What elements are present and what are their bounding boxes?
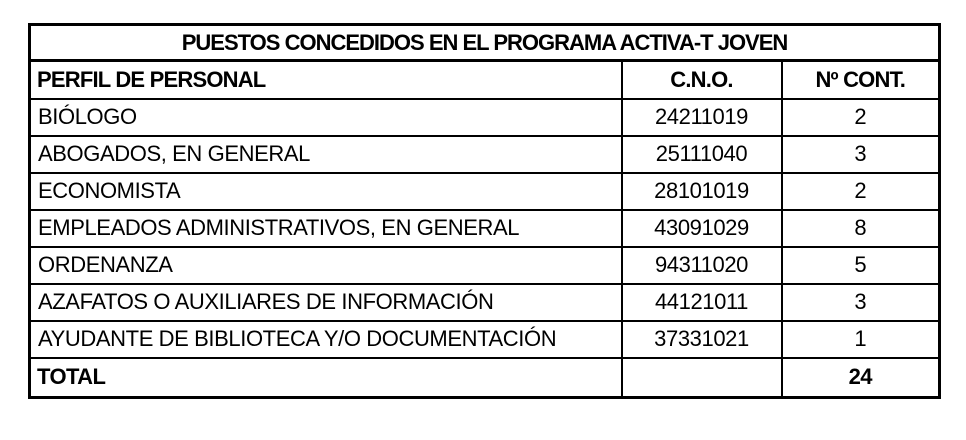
- cont-cell: 5: [780, 245, 941, 285]
- table-row: ABOGADOS, EN GENERAL 25111040 3: [28, 134, 941, 174]
- cont-cell: 2: [780, 171, 941, 211]
- table-header-row: PERFIL DE PERSONAL C.N.O. Nº CONT.: [28, 59, 941, 100]
- table-title-row: PUESTOS CONCEDIDOS EN EL PROGRAMA ACTIVA…: [28, 23, 941, 62]
- total-cno-empty-cell: [620, 356, 783, 399]
- perfil-cell: ABOGADOS, EN GENERAL: [28, 134, 623, 174]
- cno-cell: 44121011: [620, 282, 783, 322]
- perfil-cell: ECONOMISTA: [28, 171, 623, 211]
- table-row: EMPLEADOS ADMINISTRATIVOS, EN GENERAL 43…: [28, 208, 941, 248]
- total-label: TOTAL: [28, 356, 623, 399]
- cont-cell: 2: [780, 97, 941, 137]
- cno-cell: 24211019: [620, 97, 783, 137]
- table-row: AZAFATOS O AUXILIARES DE INFORMACIÓN 441…: [28, 282, 941, 322]
- table-row: BIÓLOGO 24211019 2: [28, 97, 941, 137]
- cno-cell: 43091029: [620, 208, 783, 248]
- puestos-concedidos-table: PUESTOS CONCEDIDOS EN EL PROGRAMA ACTIVA…: [28, 23, 942, 399]
- column-header-cno: C.N.O.: [620, 59, 783, 100]
- table-total-row: TOTAL 24: [28, 356, 941, 399]
- cno-cell: 25111040: [620, 134, 783, 174]
- perfil-cell: EMPLEADOS ADMINISTRATIVOS, EN GENERAL: [28, 208, 623, 248]
- cont-cell: 3: [780, 134, 941, 174]
- column-header-perfil: PERFIL DE PERSONAL: [28, 59, 623, 100]
- perfil-cell: AZAFATOS O AUXILIARES DE INFORMACIÓN: [28, 282, 623, 322]
- table-row: ORDENANZA 94311020 5: [28, 245, 941, 285]
- column-header-cont: Nº CONT.: [780, 59, 941, 100]
- cont-cell: 3: [780, 282, 941, 322]
- table-title: PUESTOS CONCEDIDOS EN EL PROGRAMA ACTIVA…: [28, 23, 941, 62]
- table-row: AYUDANTE DE BIBLIOTECA Y/O DOCUMENTACIÓN…: [28, 319, 941, 359]
- table-row: ECONOMISTA 28101019 2: [28, 171, 941, 211]
- perfil-cell: ORDENANZA: [28, 245, 623, 285]
- cno-cell: 37331021: [620, 319, 783, 359]
- cont-cell: 8: [780, 208, 941, 248]
- cont-cell: 1: [780, 319, 941, 359]
- cno-cell: 28101019: [620, 171, 783, 211]
- total-value: 24: [780, 356, 941, 399]
- cno-cell: 94311020: [620, 245, 783, 285]
- perfil-cell: BIÓLOGO: [28, 97, 623, 137]
- perfil-cell: AYUDANTE DE BIBLIOTECA Y/O DOCUMENTACIÓN: [28, 319, 623, 359]
